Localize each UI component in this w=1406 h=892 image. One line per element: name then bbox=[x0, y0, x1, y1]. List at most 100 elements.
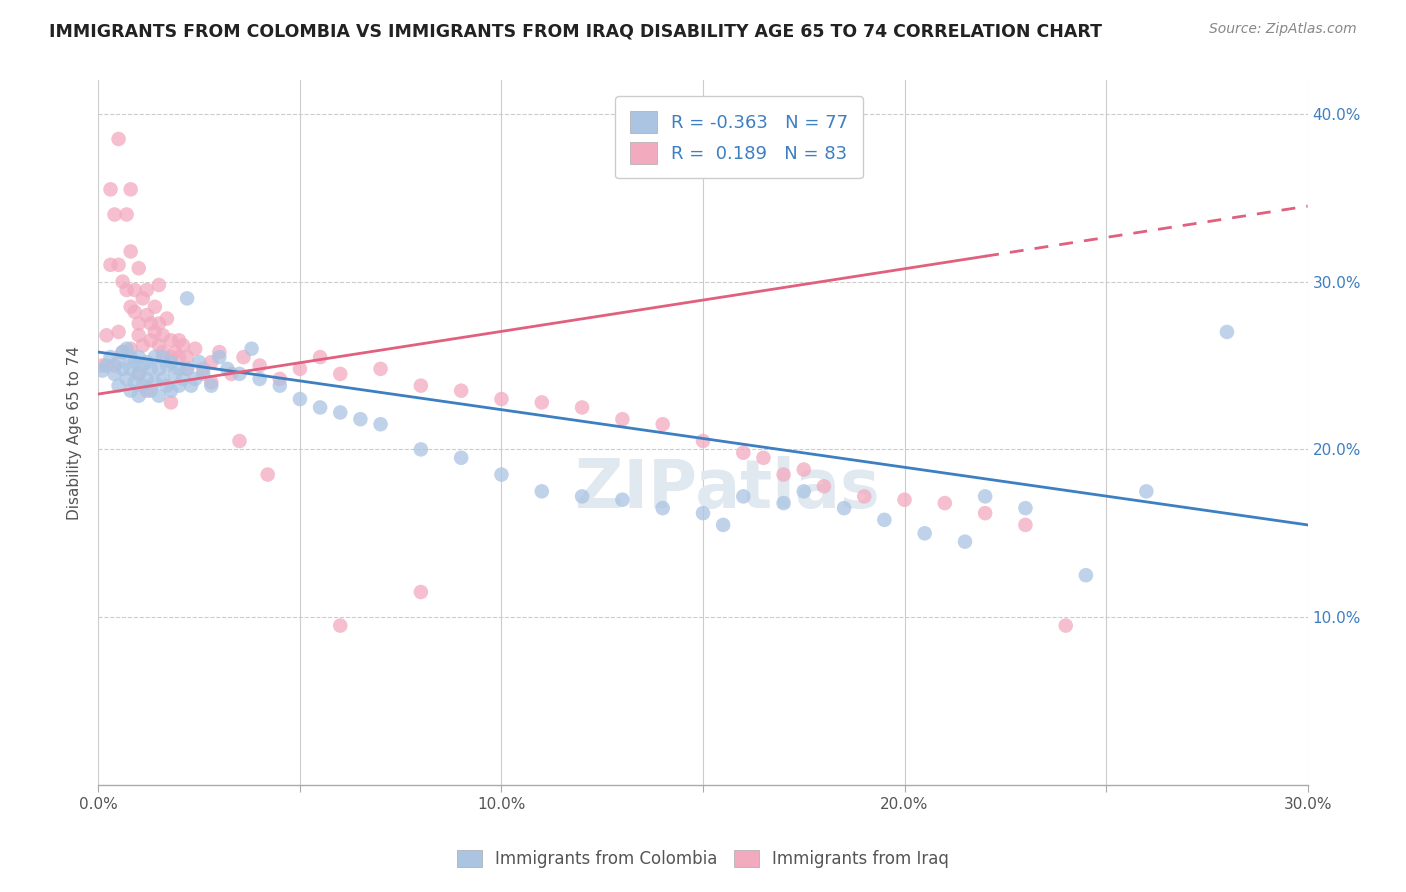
Point bbox=[184, 342, 207, 356]
Point bbox=[232, 350, 254, 364]
Point bbox=[124, 305, 146, 319]
Point bbox=[152, 345, 174, 359]
Point bbox=[107, 132, 129, 146]
Point bbox=[128, 350, 150, 364]
Point bbox=[120, 342, 142, 356]
Point bbox=[288, 362, 311, 376]
Point bbox=[111, 345, 134, 359]
Point bbox=[139, 334, 162, 348]
Point bbox=[1054, 618, 1077, 632]
Point bbox=[256, 467, 278, 482]
Point bbox=[115, 342, 138, 356]
Point bbox=[176, 350, 198, 364]
Point bbox=[143, 376, 166, 390]
Point bbox=[409, 442, 432, 457]
Point bbox=[329, 618, 352, 632]
Point bbox=[184, 372, 207, 386]
Point bbox=[813, 479, 835, 493]
Point bbox=[530, 395, 553, 409]
Point bbox=[107, 378, 129, 392]
Point bbox=[163, 345, 186, 359]
Point bbox=[651, 501, 673, 516]
Point bbox=[228, 367, 250, 381]
Point bbox=[1014, 517, 1036, 532]
Point bbox=[115, 283, 138, 297]
Point bbox=[893, 492, 915, 507]
Point bbox=[309, 401, 332, 415]
Point bbox=[103, 367, 125, 381]
Point bbox=[148, 362, 170, 376]
Point bbox=[711, 517, 734, 532]
Point bbox=[692, 434, 714, 448]
Point bbox=[132, 338, 155, 352]
Point bbox=[124, 376, 146, 390]
Point bbox=[832, 501, 855, 516]
Point bbox=[124, 283, 146, 297]
Point bbox=[143, 325, 166, 339]
Point bbox=[100, 350, 122, 364]
Point bbox=[160, 350, 183, 364]
Point bbox=[139, 384, 162, 398]
Point bbox=[128, 367, 150, 381]
Point bbox=[91, 359, 114, 373]
Point bbox=[1074, 568, 1097, 582]
Point bbox=[180, 378, 202, 392]
Point bbox=[240, 342, 263, 356]
Point bbox=[120, 362, 142, 376]
Point bbox=[120, 300, 142, 314]
Point bbox=[612, 412, 634, 426]
Point bbox=[288, 392, 311, 406]
Point bbox=[208, 345, 231, 359]
Point bbox=[772, 467, 794, 482]
Point bbox=[450, 384, 472, 398]
Legend: R = -0.363   N = 77, R =  0.189   N = 83: R = -0.363 N = 77, R = 0.189 N = 83 bbox=[616, 96, 863, 178]
Point bbox=[91, 363, 114, 377]
Point bbox=[107, 258, 129, 272]
Point bbox=[135, 308, 157, 322]
Point bbox=[491, 392, 513, 406]
Point bbox=[152, 372, 174, 386]
Point bbox=[120, 244, 142, 259]
Point bbox=[853, 489, 876, 503]
Point bbox=[249, 359, 271, 373]
Point bbox=[176, 362, 198, 376]
Y-axis label: Disability Age 65 to 74: Disability Age 65 to 74 bbox=[67, 345, 83, 520]
Point bbox=[692, 506, 714, 520]
Point bbox=[139, 362, 162, 376]
Point bbox=[249, 372, 271, 386]
Point bbox=[96, 328, 118, 343]
Point bbox=[349, 412, 371, 426]
Point bbox=[1216, 325, 1239, 339]
Point bbox=[128, 317, 150, 331]
Point bbox=[200, 378, 222, 392]
Point bbox=[329, 367, 352, 381]
Point bbox=[156, 311, 179, 326]
Point bbox=[124, 355, 146, 369]
Point bbox=[200, 355, 222, 369]
Point bbox=[160, 355, 183, 369]
Point bbox=[128, 367, 150, 381]
Point bbox=[111, 362, 134, 376]
Point bbox=[752, 450, 775, 465]
Point bbox=[221, 367, 243, 381]
Point bbox=[172, 338, 194, 352]
Text: ZIPatlas: ZIPatlas bbox=[575, 456, 880, 522]
Point bbox=[370, 362, 392, 376]
Point bbox=[135, 355, 157, 369]
Point bbox=[139, 317, 162, 331]
Point bbox=[152, 328, 174, 343]
Point bbox=[733, 489, 755, 503]
Point bbox=[111, 345, 134, 359]
Point bbox=[491, 467, 513, 482]
Point bbox=[120, 384, 142, 398]
Point bbox=[172, 372, 194, 386]
Point bbox=[160, 395, 183, 409]
Point bbox=[974, 489, 997, 503]
Point bbox=[370, 417, 392, 432]
Point bbox=[115, 372, 138, 386]
Point bbox=[128, 389, 150, 403]
Point bbox=[974, 506, 997, 520]
Point bbox=[167, 334, 190, 348]
Point bbox=[772, 496, 794, 510]
Point bbox=[103, 207, 125, 221]
